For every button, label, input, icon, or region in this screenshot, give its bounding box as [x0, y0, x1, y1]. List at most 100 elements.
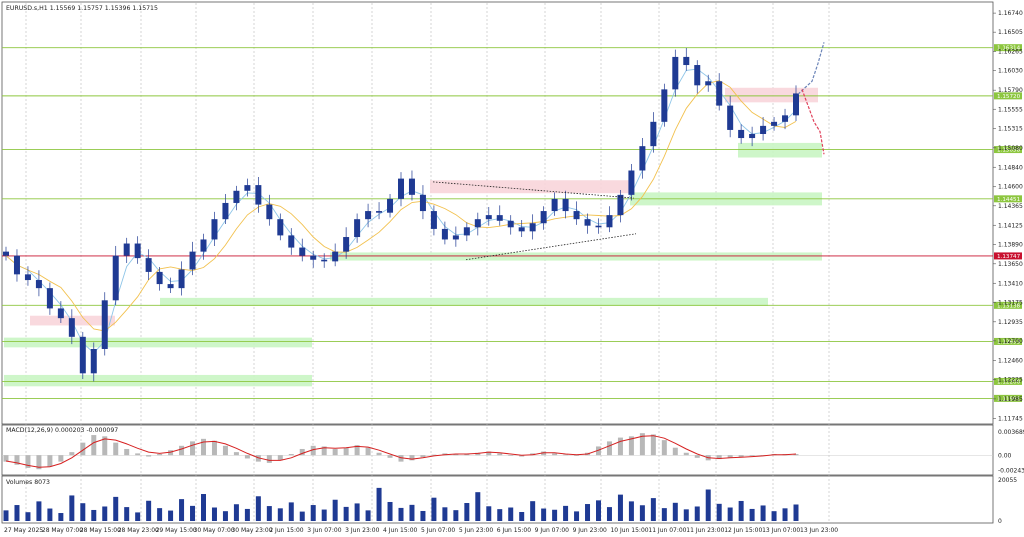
- candle-body: [419, 194, 426, 212]
- volume-bar: [299, 511, 305, 521]
- price-tick-label: 1.14840: [998, 164, 1023, 171]
- time-tick-label: 12 Jun 15:00: [724, 527, 762, 534]
- volume-bar: [508, 507, 514, 521]
- macd-title: MACD(12,26,9) 0.000203 -0.000097: [6, 427, 118, 434]
- volume-bar: [661, 508, 667, 521]
- volume-bar: [222, 511, 228, 521]
- time-tick-label: 11 Jun 23:00: [686, 527, 724, 534]
- volume-bar: [47, 508, 53, 521]
- price-tick-label: 1.15790: [998, 87, 1023, 94]
- level-badge: [994, 92, 1022, 100]
- level-badge-label: 1.15058: [997, 148, 1021, 154]
- volume-bar: [475, 492, 481, 521]
- candle-body: [90, 348, 97, 374]
- macd-bar: [596, 446, 601, 456]
- volume-bar: [102, 506, 108, 521]
- macd-bar: [211, 440, 217, 456]
- macd-bar: [91, 435, 97, 456]
- macd-bar: [146, 455, 152, 457]
- candle-body: [200, 239, 207, 252]
- macd-tick-label: 0.00: [998, 452, 1012, 459]
- candle-body: [529, 223, 536, 232]
- price-axis-labels: 1.16740 1.16505 1.16265 1.16030 1.15790 1.155…: [993, 10, 1023, 422]
- candlestick-series: [3, 47, 799, 382]
- price-tick-label: 1.16030: [998, 68, 1023, 75]
- horizontal-levels: 1.16314 1.15720 1.15058 1.14451 1.13747 1.131…: [2, 44, 1022, 402]
- price-tick-label: 1.12225: [998, 376, 1023, 383]
- price-tick-label: 1.15555: [998, 106, 1023, 113]
- candle-body: [408, 178, 415, 195]
- level-badge: [994, 146, 1022, 154]
- zone-rect: [430, 180, 634, 194]
- candle-body: [727, 105, 734, 130]
- volume-bars: [3, 487, 799, 521]
- macd-bar: [519, 455, 525, 457]
- volume-bar: [409, 504, 415, 521]
- candle-body: [398, 178, 404, 199]
- macd-bar: [661, 440, 667, 456]
- volume-bar: [211, 507, 217, 521]
- candle-body: [79, 336, 86, 374]
- macd-histogram: [2, 433, 993, 470]
- macd-bar: [727, 455, 733, 458]
- time-tick-label: 6 Jun 15:00: [497, 527, 531, 534]
- volume-bar: [288, 502, 294, 521]
- macd-bar: [310, 445, 316, 456]
- candle-body: [452, 235, 459, 240]
- candle-body: [376, 211, 383, 213]
- macd-bar: [233, 452, 239, 456]
- volume-bar: [738, 500, 744, 521]
- volume-bar: [530, 501, 536, 521]
- macd-bar: [563, 454, 569, 456]
- level-badge: [994, 337, 1022, 345]
- macd-bar: [409, 455, 415, 461]
- volume-bar: [563, 505, 569, 521]
- macd-bar: [628, 436, 634, 456]
- volume-bar: [431, 497, 437, 521]
- time-tick-label: 3 Jun 07:00: [307, 527, 341, 534]
- candle-body: [101, 300, 108, 349]
- macd-bar: [486, 451, 492, 456]
- volume-bar: [376, 487, 382, 521]
- volume-bar: [453, 510, 459, 521]
- level-badge: [994, 394, 1022, 402]
- macd-bar: [464, 454, 470, 456]
- volume-title: Volumes 8073: [6, 479, 50, 486]
- volume-tick-label: 0: [998, 518, 1002, 525]
- time-tick-label: 11 Jun 07:00: [648, 527, 686, 534]
- ma-slow-line: [5, 80, 797, 332]
- zone-rect: [4, 374, 312, 387]
- macd-bar: [157, 454, 163, 456]
- volume-bar: [650, 498, 656, 521]
- macd-signal-path: [5, 435, 797, 468]
- level-badge-label: 1.15720: [997, 94, 1021, 100]
- volume-bar: [464, 503, 470, 521]
- level-badge: [994, 252, 1022, 260]
- time-tick-label: 30 May 07:00: [194, 527, 235, 534]
- candle-body: [310, 255, 317, 260]
- price-tick-label: 1.13650: [998, 261, 1023, 268]
- volume-bar: [310, 505, 316, 521]
- volume-bar: [157, 508, 163, 521]
- candle-body: [277, 219, 284, 236]
- volume-bar: [387, 501, 393, 521]
- price-tick-label: 1.15080: [998, 145, 1023, 152]
- macd-bar: [387, 455, 393, 458]
- macd-bar: [36, 455, 42, 470]
- macd-bar: [168, 450, 174, 456]
- volume-bar: [541, 508, 547, 521]
- macd-bar: [80, 442, 86, 456]
- candle-body: [178, 269, 185, 289]
- macd-bar: [398, 455, 404, 462]
- volume-bar: [639, 505, 645, 521]
- macd-bar: [365, 447, 371, 456]
- level-badge: [994, 44, 1022, 52]
- time-tick-label: 27 May 2025: [4, 527, 43, 534]
- macd-bar: [420, 455, 426, 458]
- candle-body: [507, 220, 514, 228]
- candle-body: [430, 211, 437, 229]
- volume-bar: [233, 504, 239, 521]
- price-tick-label: 1.12460: [998, 357, 1023, 364]
- volume-bar: [124, 507, 130, 521]
